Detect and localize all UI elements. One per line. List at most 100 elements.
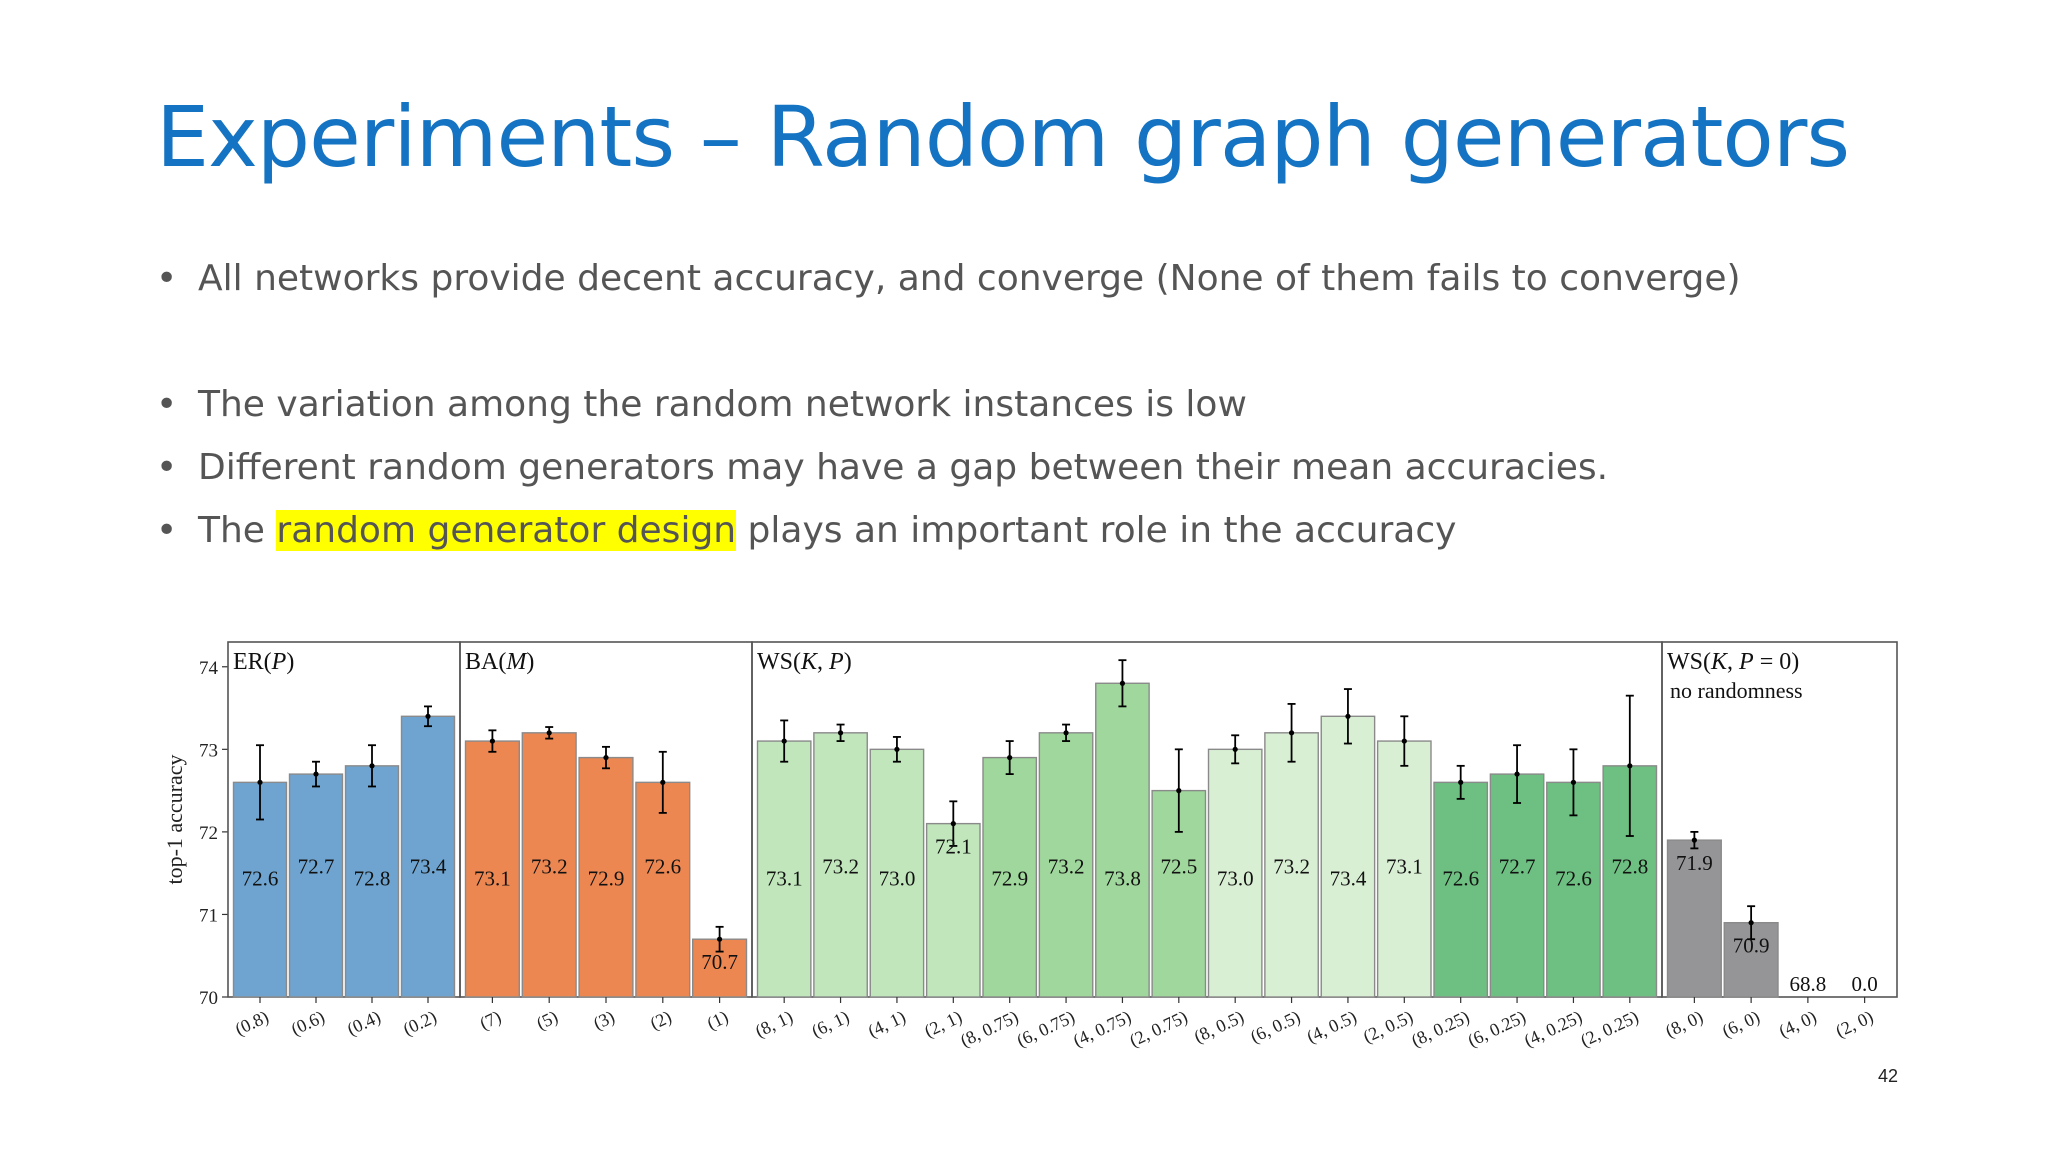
bullet-text: The variation among the random network i… (198, 384, 1247, 425)
data-label: 68.8 (1790, 972, 1827, 996)
x-tick-label: (4, 0.5) (1304, 1006, 1360, 1047)
data-label: 72.5 (1160, 855, 1197, 879)
y-tick-label: 70 (199, 988, 218, 1009)
error-bar-mean (1345, 713, 1351, 719)
page-number: 42 (1878, 1066, 1899, 1086)
panel-title-part: = 0) (1754, 649, 1800, 675)
bar (813, 732, 868, 998)
error-bar-mean (546, 730, 552, 736)
error-bar-mean (894, 746, 900, 752)
bar (1038, 732, 1094, 998)
error-bar-mean (1748, 920, 1754, 926)
data-label: 70.7 (701, 950, 738, 974)
bar (1489, 773, 1545, 998)
bar (578, 756, 634, 998)
data-label: 0.0 (1852, 972, 1878, 996)
data-label: 72.8 (1611, 855, 1648, 879)
panel-title: WS(K, P) (757, 649, 852, 675)
error-bar-mean (1627, 763, 1633, 769)
bar (344, 765, 400, 998)
y-tick-label: 74 (199, 658, 219, 679)
error-bar-mean (1458, 779, 1464, 785)
error-bar-mean (425, 713, 431, 719)
x-tick-label: (8, 0.25) (1408, 1006, 1473, 1051)
panel-subtitle: no randomness (1670, 678, 1803, 703)
bullet-symbol: • (156, 384, 178, 425)
panel-title-part: WS( (1667, 649, 1711, 675)
bullet-text: Different random generators may have a g… (198, 447, 1609, 488)
data-label: 73.0 (879, 867, 916, 891)
x-tick-label: (6, 0.25) (1465, 1006, 1530, 1051)
error-bar-mean (1232, 746, 1238, 752)
x-tick-label: (4, 0) (1776, 1006, 1820, 1042)
bullet-item: • The random generator design plays an im… (156, 510, 1456, 551)
data-label: 72.9 (588, 867, 625, 891)
panel-title-part: ) (526, 649, 534, 675)
panel-title-part: WS( (757, 649, 801, 675)
data-label: 72.9 (991, 867, 1028, 891)
highlighted-phrase: random generator design (276, 510, 737, 551)
data-label: 71.9 (1676, 851, 1713, 875)
panel-title-part: ) (286, 649, 294, 675)
data-label: 72.7 (1499, 855, 1536, 879)
panel-title-part: BA( (465, 649, 506, 675)
error-bar-mean (717, 936, 723, 942)
data-label: 72.8 (354, 867, 391, 891)
panel-title-part: P (271, 649, 287, 675)
data-label: 72.6 (242, 867, 279, 891)
data-label: 72.6 (1555, 867, 1592, 891)
error-bar-mean (257, 779, 263, 785)
bullet-symbol: • (156, 258, 178, 299)
data-label: 73.2 (822, 855, 859, 879)
data-label: 73.2 (531, 855, 568, 879)
error-bar-mean (603, 754, 609, 761)
x-tick-label: (6, 0.75) (1014, 1006, 1079, 1051)
x-tick-label: (4, 1) (865, 1006, 909, 1042)
bullet-text-pre: The (198, 510, 277, 551)
error-bar-mean (1288, 730, 1295, 736)
x-tick-label: (3) (590, 1006, 618, 1034)
x-tick-label: (8, 0) (1662, 1006, 1706, 1042)
x-tick-label: (4, 0.25) (1521, 1006, 1586, 1051)
x-tick-label: (2) (647, 1006, 675, 1034)
data-label: 73.1 (1386, 855, 1423, 879)
x-tick-label: (6, 1) (808, 1006, 852, 1042)
error-bar-mean (1176, 788, 1182, 794)
x-tick-label: (4, 0.75) (1070, 1006, 1135, 1051)
panel-frame (1661, 641, 1898, 998)
bar (869, 748, 925, 998)
x-tick-label: (8, 1) (752, 1006, 796, 1042)
panel-title-part: P (828, 649, 844, 675)
bullet-item: • Different random generators may have a … (156, 447, 1608, 488)
y-axis-label: top-1 accuracy (162, 754, 187, 884)
x-tick-label: (5) (533, 1006, 561, 1034)
data-label: 70.9 (1733, 934, 1770, 958)
data-label: 73.8 (1104, 867, 1141, 891)
x-tick-label: (2, 0) (1833, 1006, 1877, 1042)
slide-title: Experiments – Random graph generators (156, 88, 1850, 186)
error-bar-mean (1063, 730, 1069, 736)
error-bar-mean (489, 738, 495, 744)
x-tick-label: (1) (704, 1006, 732, 1034)
x-tick-label: (0.2) (400, 1006, 440, 1040)
bar (1207, 748, 1263, 998)
error-bar-mean (781, 738, 787, 744)
error-bar-mean (1119, 680, 1126, 686)
panel-title: BA(M) (465, 649, 534, 675)
data-label: 73.2 (1273, 855, 1310, 879)
x-tick-label: (0.6) (288, 1006, 328, 1040)
data-label: 72.7 (298, 855, 335, 879)
data-label: 73.1 (766, 867, 803, 891)
y-tick-label: 72 (199, 823, 218, 844)
bar (521, 732, 577, 998)
x-tick-label: (2, 0.5) (1360, 1006, 1416, 1047)
panel-title-part: ER( (233, 649, 272, 675)
y-tick-label: 71 (199, 905, 218, 926)
panel-title-part: , (1727, 649, 1739, 675)
panel-title-part: ) (844, 649, 852, 675)
panel-title: ER(P) (233, 649, 294, 675)
bullet-text-post: plays an important role in the accuracy (736, 510, 1457, 551)
x-tick-label: (7) (477, 1006, 505, 1034)
bar (925, 822, 981, 998)
